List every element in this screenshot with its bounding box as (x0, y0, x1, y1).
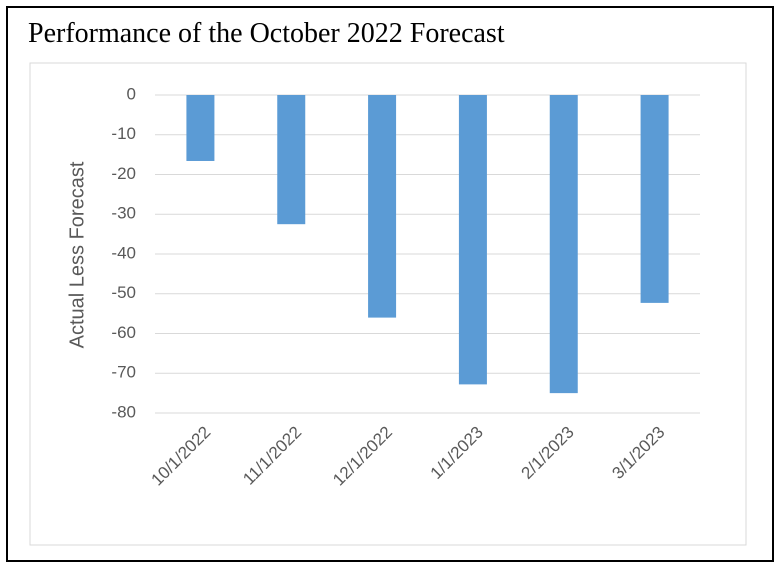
y-tick-label: -30 (111, 204, 136, 223)
bar (368, 95, 397, 318)
y-tick-label: -10 (111, 124, 136, 143)
bar (458, 95, 487, 385)
y-axis-label: Actual Less Forecast (66, 161, 88, 348)
chart-area (29, 62, 747, 546)
bar (186, 95, 215, 161)
y-tick-label: 0 (127, 84, 136, 103)
bar (640, 95, 669, 303)
y-tick-label: -20 (111, 164, 136, 183)
bar (277, 95, 306, 225)
y-tick-label: -40 (111, 243, 136, 262)
y-tick-label: -60 (111, 323, 136, 342)
bar (549, 95, 578, 394)
y-tick-label: -80 (111, 402, 136, 421)
y-tick-label: -50 (111, 283, 136, 302)
y-tick-label: -70 (111, 363, 136, 382)
chart-title: Performance of the October 2022 Forecast (28, 18, 505, 49)
